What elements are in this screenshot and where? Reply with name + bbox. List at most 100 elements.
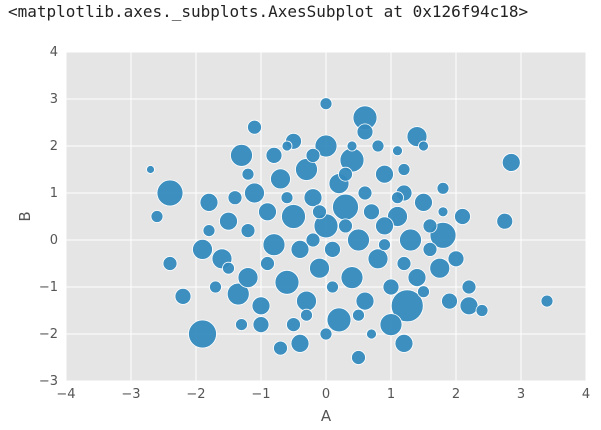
y-tick-label: −3	[39, 374, 58, 389]
scatter-point	[274, 269, 300, 295]
scatter-point	[352, 308, 365, 322]
y-tick-label: 4	[50, 45, 58, 60]
scatter-point	[247, 119, 262, 135]
x-tick-label: 1	[387, 387, 395, 402]
scatter-point	[237, 267, 259, 289]
scatter-point	[540, 294, 554, 308]
x-tick-label: −1	[251, 387, 270, 402]
scatter-point	[461, 279, 477, 295]
scatter-point	[397, 163, 411, 176]
scatter-point	[391, 191, 404, 205]
scatter-point	[219, 211, 238, 231]
scatter-point	[390, 289, 424, 323]
scatter-point	[150, 210, 164, 223]
scatter-point	[357, 185, 373, 201]
scatter-point	[375, 216, 394, 236]
x-tick-label: 0	[322, 387, 330, 402]
output-repr: <matplotlib.axes._subplots.AxesSubplot a…	[8, 2, 529, 21]
x-tick-label: 2	[452, 387, 460, 402]
scatter-point	[262, 233, 286, 257]
scatter-point	[326, 280, 339, 294]
x-tick-label: 3	[517, 387, 525, 402]
scatter-point	[252, 316, 270, 334]
scatter-point	[355, 291, 375, 311]
scatter-point	[280, 191, 294, 205]
y-tick-label: 1	[50, 186, 58, 201]
x-tick-labels: −4 −3 −2 −1 0 1 2 3 4	[56, 387, 590, 402]
scatter-point	[251, 296, 271, 316]
scatter-point	[378, 238, 391, 252]
scatter-point	[230, 143, 253, 167]
x-tick-label: −3	[121, 387, 140, 402]
scatter-point	[270, 168, 291, 190]
scatter-point	[399, 228, 422, 252]
scatter-point	[312, 204, 327, 220]
scatter-point	[366, 328, 377, 340]
y-tick-label: −2	[39, 327, 58, 342]
y-tick-label: 2	[50, 139, 58, 154]
scatter-point	[496, 212, 514, 230]
scatter-point	[356, 123, 374, 141]
scatter-point	[265, 146, 283, 164]
scatter-point	[227, 190, 243, 206]
scatter-point	[258, 202, 277, 222]
scatter-point	[305, 232, 321, 248]
scatter-point	[501, 153, 521, 172]
scatter-point	[394, 333, 414, 353]
scatter-points	[146, 97, 554, 365]
scatter-point	[286, 317, 301, 333]
scatter-point	[319, 327, 333, 341]
scatter-point	[209, 280, 222, 294]
scatter-point	[235, 318, 248, 332]
y-axis-label: B	[16, 211, 34, 221]
scatter-point	[319, 97, 333, 111]
scatter-point	[414, 192, 433, 212]
scatter-point	[314, 134, 338, 158]
scatter-point	[429, 257, 451, 279]
scatter-point	[346, 140, 358, 152]
scatter-point	[305, 147, 321, 163]
scatter-point	[192, 238, 213, 260]
scatter-point	[332, 193, 359, 221]
x-tick-label: −4	[56, 387, 75, 402]
scatter-point	[300, 308, 313, 322]
scatter-point	[392, 145, 403, 157]
scatter-point	[407, 268, 427, 288]
scatter-point	[351, 350, 366, 365]
scatter-point	[340, 266, 364, 290]
scatter-point	[162, 256, 178, 271]
scatter-point	[290, 239, 310, 259]
scatter-point	[417, 285, 430, 299]
scatter-point	[396, 256, 412, 271]
scatter-point	[437, 206, 449, 218]
scatter-point	[422, 241, 438, 257]
scatter-point	[422, 218, 438, 234]
scatter-point	[281, 204, 306, 229]
scatter-point	[241, 167, 255, 181]
scatter-point	[273, 340, 288, 356]
scatter-point	[347, 228, 370, 252]
scatter-point	[188, 319, 217, 349]
y-tick-label: −1	[39, 280, 58, 295]
scatter-point	[338, 218, 353, 234]
x-tick-label: 4	[582, 387, 590, 402]
scatter-point	[199, 192, 219, 212]
scatter-point	[475, 304, 489, 317]
y-tick-label: 3	[50, 92, 58, 107]
scatter-point	[202, 224, 216, 238]
scatter-point	[309, 257, 330, 279]
scatter-point	[379, 313, 403, 337]
scatter-point	[363, 203, 380, 221]
scatter-point	[454, 208, 471, 225]
scatter-point	[436, 181, 450, 195]
scatter-point	[447, 250, 465, 268]
scatter-point	[174, 287, 192, 305]
scatter-point	[371, 139, 385, 153]
scatter-point	[303, 188, 323, 208]
scatter-point	[324, 240, 341, 258]
scatter-point	[375, 164, 394, 184]
scatter-point	[260, 256, 275, 271]
scatter-point	[222, 261, 235, 275]
y-tick-label: 0	[50, 233, 58, 248]
